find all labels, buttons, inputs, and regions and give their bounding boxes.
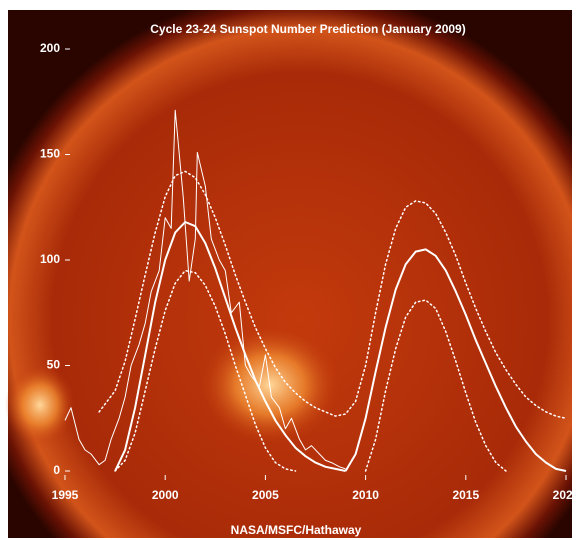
x-tick-label: 2010 — [352, 488, 379, 502]
x-tick-label: 2005 — [252, 488, 279, 502]
y-tick-label: 100 — [40, 252, 60, 266]
bright-region — [5, 365, 75, 445]
credit: NASA/MSFC/Hathaway — [231, 523, 362, 537]
x-tick-label: 2000 — [152, 488, 179, 502]
sun-image — [8, 10, 572, 538]
y-tick-label: 50 — [47, 358, 61, 372]
y-tick-label: 0 — [53, 463, 60, 477]
x-tick-label: 1995 — [52, 488, 79, 502]
x-tick-label: 2015 — [452, 488, 479, 502]
x-tick-label: 2020 — [553, 488, 576, 502]
y-tick-label: 150 — [40, 147, 60, 161]
y-tick-label: 200 — [40, 41, 60, 55]
chart-title: Cycle 23-24 Sunspot Number Prediction (J… — [150, 22, 465, 36]
page: Cycle 23-24 Sunspot Number Prediction (J… — [0, 0, 576, 540]
chart: Cycle 23-24 Sunspot Number Prediction (J… — [0, 0, 576, 540]
